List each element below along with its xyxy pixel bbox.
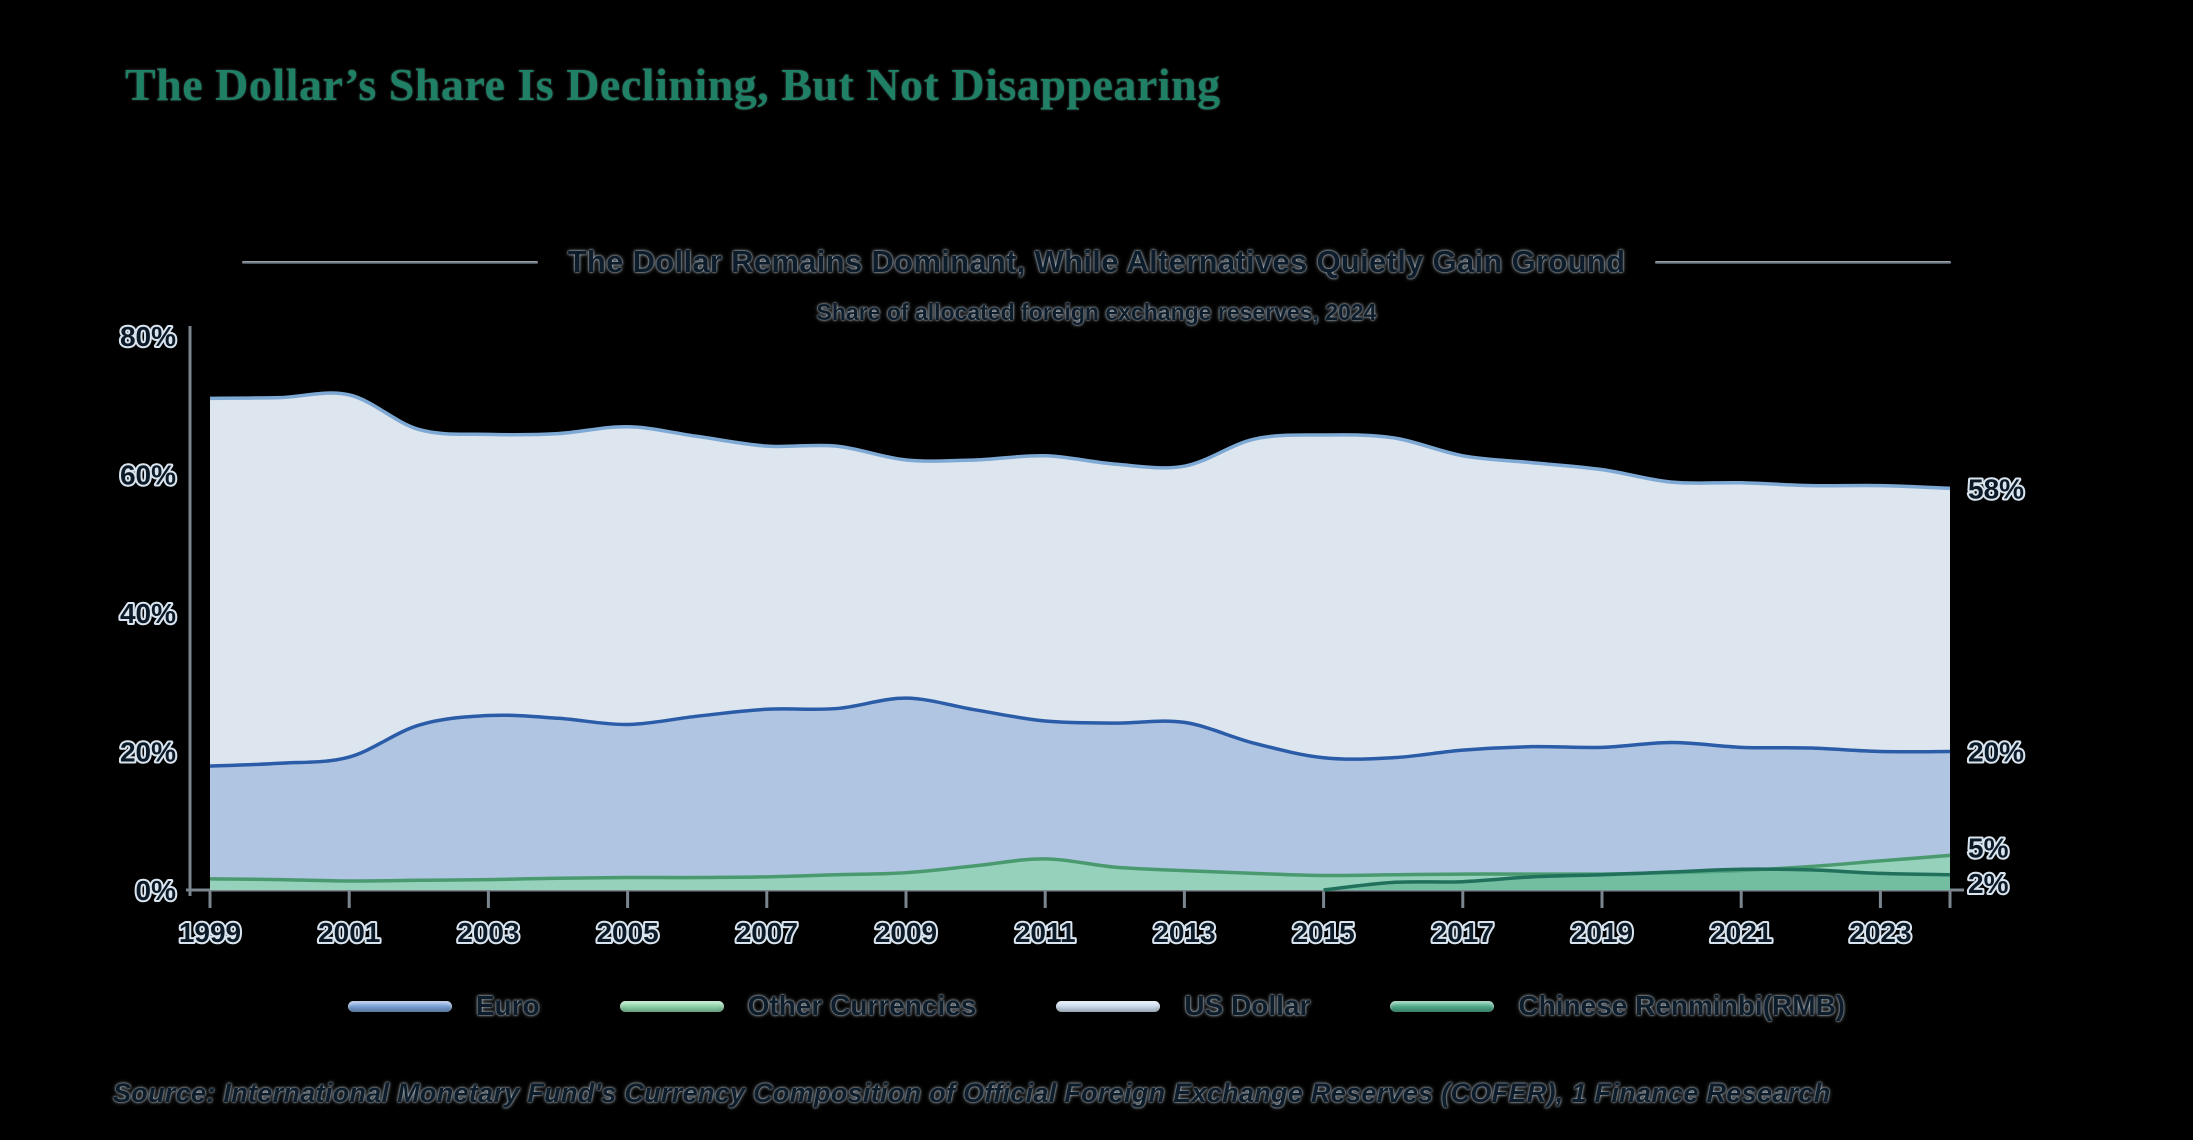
x-tick-label: 2003 [457, 917, 519, 948]
us-dollar-swatch [1056, 1000, 1161, 1012]
x-tick-label: 2023 [1849, 917, 1911, 948]
euro-line [209, 696, 1951, 768]
x-tick-label: 2021 [1710, 917, 1772, 948]
source-attribution: Source: International Monetary Fund's Cu… [113, 1078, 1831, 1108]
legend-label: Chinese Renminbi(RMB) [1518, 990, 1846, 1021]
us-dollar-end-label: 58% [1968, 473, 2024, 504]
x-tick-label: 2011 [1015, 917, 1076, 948]
euro-area [210, 698, 1950, 890]
y-tick-label: 40% [120, 598, 176, 629]
chinese-renminbi-rmb-line [1323, 867, 1951, 892]
other-currencies-swatch [619, 1000, 724, 1012]
chart-caption: Share of allocated foreign exchange rese… [816, 299, 1377, 325]
chart-subtitle-row: The Dollar Remains Dominant, While Alter… [0, 244, 2193, 280]
y-tick-label: 20% [120, 737, 176, 768]
chinese-renminbi-swatch [1390, 1000, 1495, 1012]
legend-item-euro: Euro [347, 990, 540, 1022]
x-tick-label: 2005 [596, 917, 658, 948]
y-tick-label: 60% [120, 460, 176, 491]
chart-legend: Euro Other Currencies US Dollar Chinese … [0, 990, 2193, 1022]
legend-item-chinese-renminbi: Chinese Renminbi(RMB) [1390, 990, 1845, 1022]
page-title: The Dollar’s Share Is Declining, But Not… [125, 59, 1221, 110]
legend-label: Other Currencies [747, 990, 977, 1021]
legend-label: Euro [475, 990, 540, 1021]
x-tick-label: 1999 [179, 917, 241, 948]
decorative-rule-right [1655, 260, 1952, 264]
x-tick-label: 2009 [875, 917, 937, 948]
legend-item-other-currencies: Other Currencies [619, 990, 977, 1022]
other-currencies-end-label: 5% [1968, 832, 2009, 863]
us-dollar-line [209, 391, 1951, 491]
x-tick-label: 2001 [318, 917, 380, 948]
x-tick-label: 2019 [1571, 917, 1633, 948]
chinese-renminbi-rmb-area [1323, 869, 1950, 890]
legend-label: US Dollar [1184, 990, 1311, 1021]
euro-end-label: 20% [1968, 737, 2024, 768]
x-tick-label: 2015 [1292, 917, 1354, 948]
y-tick-label: 0% [136, 875, 177, 906]
x-tick-label: 2017 [1432, 917, 1494, 948]
x-tick-label: 2013 [1153, 917, 1215, 948]
euro-swatch [347, 1000, 452, 1012]
legend-item-us-dollar: US Dollar [1056, 990, 1310, 1022]
decorative-rule-left [241, 260, 538, 264]
chart-subtitle: The Dollar Remains Dominant, While Alter… [567, 244, 1626, 279]
y-tick-label: 80% [120, 321, 176, 352]
x-tick-label: 2007 [736, 917, 798, 948]
chinese-renminbi-rmb-end-label: 2% [1968, 868, 2009, 899]
